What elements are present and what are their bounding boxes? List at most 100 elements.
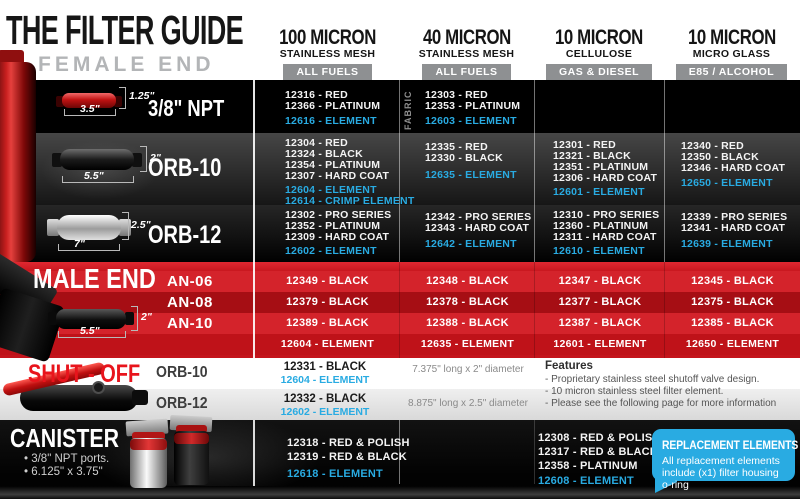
npt-filter-cap-right (114, 96, 122, 107)
part-number: 12388 - BLACK (426, 317, 509, 329)
part-number: 12339 - PRO SERIES (681, 211, 788, 223)
npt-filter-cap-left (56, 96, 64, 107)
media-label: STAINLESS MESH (279, 48, 376, 60)
parts-cell: 12310 - PRO SERIES 12360 - PLATINUM 1231… (553, 210, 659, 257)
element-part-number: 12604 - ELEMENT (285, 184, 377, 196)
element-part-number: 12604 - ELEMENT (280, 374, 370, 386)
part-number: 12318 - RED & POLISH (287, 437, 410, 449)
element-part-number: 12602 - ELEMENT (280, 406, 370, 418)
part-number: 12306 - HARD COAT (553, 172, 658, 184)
micron-label: 100 MICRON (279, 26, 376, 49)
header-background (0, 0, 800, 80)
part-number: 12341 - HARD COAT (681, 222, 786, 234)
element-part-number: 12635 - ELEMENT (425, 169, 517, 181)
part-number: 12378 - BLACK (426, 296, 509, 308)
element-part-number: 12616 - ELEMENT (285, 115, 377, 127)
part-number: 12303 - RED (425, 89, 488, 101)
orb12-height-bracket (122, 212, 129, 240)
element-part-number: 12635 - ELEMENT (420, 338, 515, 350)
part-number: 12387 - BLACK (558, 317, 642, 329)
part-number: 12321 - BLACK (553, 150, 631, 162)
part-number: 12385 - BLACK (691, 317, 774, 329)
male-length-dim: 5.5" (80, 325, 100, 337)
male-filter-cap-left (48, 312, 57, 325)
part-number: 12347 - BLACK (558, 275, 642, 287)
part-number: 12343 - HARD COAT (425, 222, 530, 234)
part-number: 12346 - HARD COAT (681, 162, 786, 174)
parts-cell: 12302 - PRO SERIES 12352 - PLATINUM 1230… (285, 210, 391, 257)
element-part-number: 12614 - CRIMP ELEMENT (285, 195, 415, 207)
row-npt-background (0, 80, 800, 133)
canister-bullet: • 6.125" x 3.75" (24, 466, 103, 478)
an10-label: AN-10 (167, 315, 213, 332)
parts-cell: 12340 - RED 12350 - BLACK 12346 - HARD C… (681, 141, 785, 189)
media-label: CELLULOSE (565, 48, 633, 60)
canister-title: CANISTER (10, 423, 119, 453)
part-number: 12358 - PLATINUM (538, 460, 638, 472)
element-part-number: 12639 - ELEMENT (681, 238, 773, 250)
part-number: 12317 - RED & BLACK (538, 446, 658, 458)
separator-col2-canister (534, 420, 535, 484)
orb10-filter-photo (60, 149, 134, 170)
part-number: 12366 - PLATINUM (285, 100, 381, 112)
part-number: 12331 - BLACK (283, 361, 367, 373)
parts-cell: 12308 - RED & POLISH 12317 - RED & BLACK… (538, 431, 661, 487)
micron-label: 40 MICRON (422, 26, 511, 49)
orb10-length-dim: 5.5" (84, 170, 104, 182)
floor-strip (0, 486, 800, 499)
male-band-an10 (0, 313, 800, 334)
red-filter-photo (0, 62, 36, 262)
orb10-length-bracket (62, 176, 134, 183)
shutoff-row-label-orb12: ORB-12 (156, 395, 208, 412)
male-filter-photo (56, 309, 126, 329)
part-number: 12330 - BLACK (425, 152, 503, 164)
npt-height-bracket (119, 87, 126, 109)
male-band-an06 (0, 271, 800, 292)
orb10-filter-cap-right (132, 153, 142, 167)
shutoff-title: SHUT - OFF (28, 360, 141, 388)
fuel-badge: GAS & DIESEL (545, 64, 653, 80)
part-number: 12348 - BLACK (426, 275, 509, 287)
replacement-callout: REPLACEMENT ELEMENTS All replacement ele… (652, 429, 798, 491)
part-number: 12335 - RED (425, 141, 488, 153)
separator-col2 (534, 80, 535, 262)
parts-cell: 12303 - RED 12353 - PLATINUM 12603 - ELE… (425, 90, 520, 127)
orb10-height-dim: 2" (150, 152, 161, 164)
feature-item: - 10 micron stainless steel filter eleme… (545, 386, 724, 397)
features-title: Features (545, 360, 593, 372)
part-number: 12311 - HARD COAT (553, 231, 657, 243)
parts-cell: 12301 - RED 12321 - BLACK 12351 - PLATIN… (553, 140, 657, 198)
male-filter-cap-right (125, 312, 134, 325)
element-part-number: 12642 - ELEMENT (425, 238, 517, 250)
part-number: 12353 - PLATINUM (425, 100, 521, 112)
separator-col3 (664, 80, 665, 262)
orb10-filter-cap-left (52, 153, 62, 167)
part-number: 12309 - HARD COAT (285, 231, 390, 243)
part-number: 12301 - RED (553, 139, 616, 151)
parts-cell: 12316 - RED 12366 - PLATINUM 12616 - ELE… (285, 90, 380, 127)
part-number: 12352 - PLATINUM (285, 220, 381, 232)
female-end-label: FEMALE END (38, 53, 215, 76)
column-header-100-micron: 100 MICRON STAINLESS MESH ALL FUELS (255, 26, 400, 80)
parts-cell: 12335 - RED 12330 - BLACK 12635 - ELEMEN… (425, 142, 517, 181)
page-title: THE FILTER GUIDE (6, 7, 244, 53)
fabric-note: FABRIC (403, 90, 413, 131)
male-height-bracket (131, 306, 138, 331)
row-orb10-background (0, 133, 800, 205)
column-header-40-micron: 40 MICRON STAINLESS MESH ALL FUELS (398, 26, 535, 80)
part-number: 12389 - BLACK (286, 317, 369, 329)
separator-col3-male (664, 262, 665, 358)
media-label: MICRO GLASS (692, 48, 771, 60)
element-part-number: 12650 - ELEMENT (681, 177, 773, 189)
separator-label-col (253, 80, 255, 358)
part-number: 12342 - PRO SERIES (425, 211, 532, 223)
feature-item: - Proprietary stainless steel shutoff va… (545, 374, 760, 385)
separator-col1 (399, 80, 400, 262)
part-number: 12379 - BLACK (286, 296, 369, 308)
element-part-number: 12601 - ELEMENT (553, 338, 647, 350)
size-note: 8.875" long x 2.5" diameter (408, 398, 528, 409)
an08-label: AN-08 (167, 294, 213, 311)
canister-black-redband (174, 433, 209, 444)
orb12-filter-photo (57, 215, 121, 240)
part-number: 12308 - RED & POLISH (538, 432, 661, 444)
